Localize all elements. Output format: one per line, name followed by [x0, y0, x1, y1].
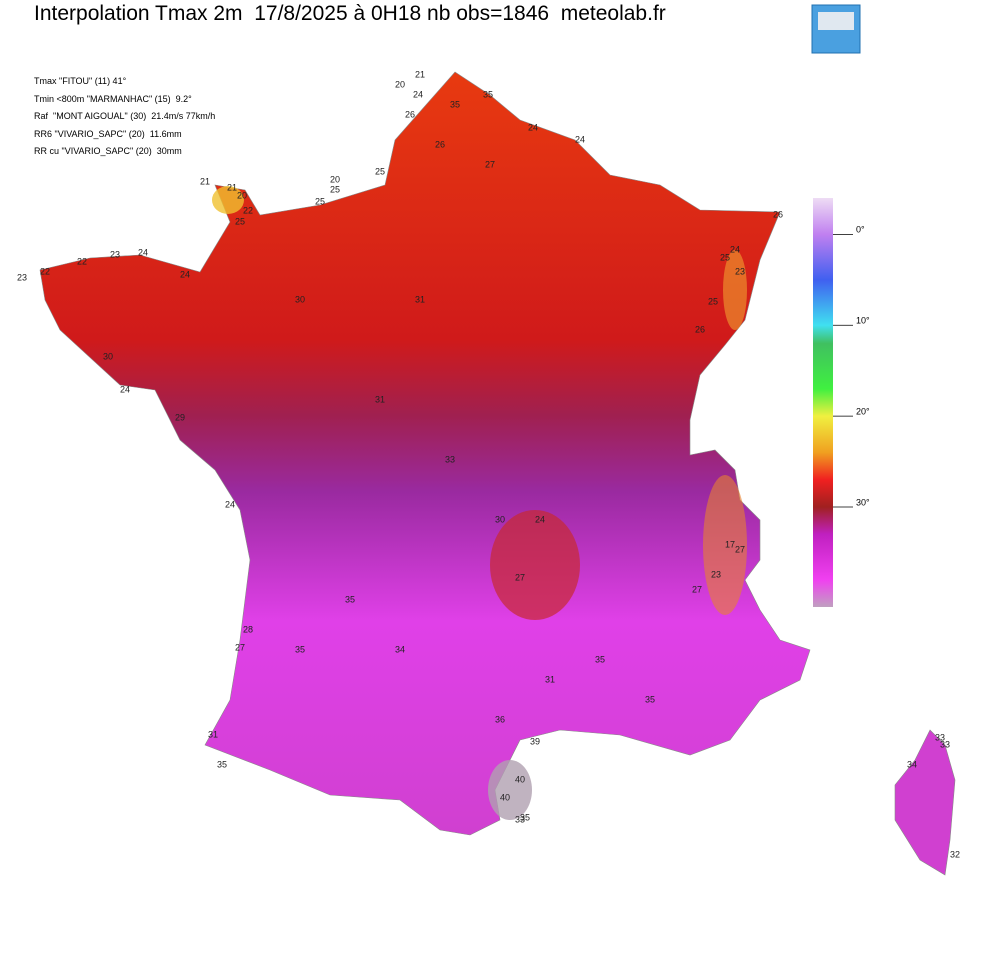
station-value: 20 — [330, 174, 340, 184]
station-value: 34 — [395, 644, 405, 654]
station-value: 27 — [735, 544, 745, 554]
france — [39, 71, 811, 836]
station-value: 27 — [235, 642, 245, 652]
station-value: 35 — [217, 759, 227, 769]
station-value: 24 — [575, 134, 585, 144]
station-value: 32 — [950, 849, 960, 859]
colorbar-tick-label: 30° — [856, 497, 870, 507]
colorbar-tick-label: 0° — [856, 225, 865, 235]
station-value: 22 — [40, 266, 50, 276]
info-line: RR cu "VIVARIO_SAPC" (20) 30mm — [34, 146, 182, 156]
station-value: 26 — [695, 324, 705, 334]
station-value: 35 — [595, 654, 605, 664]
station-value: 22 — [77, 256, 87, 266]
station-value: 33 — [445, 454, 455, 464]
info-line: Tmin <800m "MARMANHAC" (15) 9.2° — [34, 93, 192, 104]
info-line: Tmax "FITOU" (11) 41° — [34, 76, 127, 86]
corsica — [894, 729, 956, 876]
station-value: 23 — [735, 266, 745, 276]
station-value: 28 — [243, 624, 253, 634]
station-value: 27 — [485, 159, 495, 169]
station-value: 40 — [500, 792, 510, 802]
station-value: 27 — [515, 572, 525, 582]
station-value: 24 — [120, 384, 130, 394]
station-value: 24 — [138, 247, 148, 257]
station-value: 17 — [725, 539, 735, 549]
station-value: 40 — [515, 774, 525, 784]
station-value: 24 — [413, 89, 423, 99]
station-value: 26 — [405, 109, 415, 119]
station-value: 35 — [483, 89, 493, 99]
station-value: 25 — [375, 166, 385, 176]
massif-central — [490, 510, 580, 620]
camargue — [488, 760, 532, 820]
info-line: RR6 "VIVARIO_SAPC" (20) 11.6mm — [34, 128, 182, 139]
alps — [703, 475, 747, 615]
station-value: 24 — [730, 244, 740, 254]
station-value: 35 — [520, 812, 530, 822]
vosges — [723, 250, 747, 330]
station-value: 33 — [515, 814, 525, 824]
station-value: 24 — [180, 269, 190, 279]
title: Interpolation Tmax 2m 17/8/2025 à 0H18 n… — [34, 2, 666, 25]
station-value: 20 — [237, 190, 247, 200]
station-value: 25 — [235, 216, 245, 226]
info-line: Raf "MONT AIGOUAL" (30) 21.4m/s 77km/h — [34, 111, 216, 121]
station-value: 25 — [330, 184, 340, 194]
station-value: 35 — [295, 644, 305, 654]
station-value: 31 — [375, 394, 385, 404]
station-value: 31 — [415, 294, 425, 304]
station-value: 25 — [315, 196, 325, 206]
station-value: 33 — [940, 739, 950, 749]
station-value: 31 — [208, 729, 218, 739]
station-value: 35 — [345, 594, 355, 604]
station-value: 21 — [200, 176, 210, 186]
station-value: 24 — [535, 514, 545, 524]
station-value: 27 — [692, 584, 702, 594]
station-value: 33 — [935, 732, 945, 742]
station-value: 25 — [720, 252, 730, 262]
station-value: 30 — [295, 294, 305, 304]
station-value: 21 — [227, 182, 237, 192]
station-value: 30 — [495, 514, 505, 524]
station-value: 23 — [110, 249, 120, 259]
station-value: 29 — [175, 412, 185, 422]
station-value: 24 — [528, 122, 538, 132]
colorbar — [813, 198, 833, 607]
station-value: 30 — [103, 351, 113, 361]
station-value: 31 — [545, 674, 555, 684]
station-value: 20 — [395, 79, 405, 89]
station-value: 26 — [773, 209, 783, 219]
station-value: 21 — [415, 69, 425, 79]
logo-inner — [818, 12, 854, 30]
station-value: 24 — [225, 499, 235, 509]
colorbar-tick-label: 10° — [856, 316, 870, 326]
station-value: 35 — [645, 694, 655, 704]
station-value: 39 — [530, 736, 540, 746]
station-value: 35 — [450, 99, 460, 109]
station-value: 25 — [708, 296, 718, 306]
station-value: 23 — [17, 272, 27, 282]
cotentin — [212, 186, 244, 214]
station-value: 34 — [907, 759, 917, 769]
colorbar-tick-label: 20° — [856, 407, 870, 417]
station-value: 23 — [711, 569, 721, 579]
station-value: 26 — [435, 139, 445, 149]
station-value: 22 — [243, 205, 253, 215]
station-value: 36 — [495, 714, 505, 724]
